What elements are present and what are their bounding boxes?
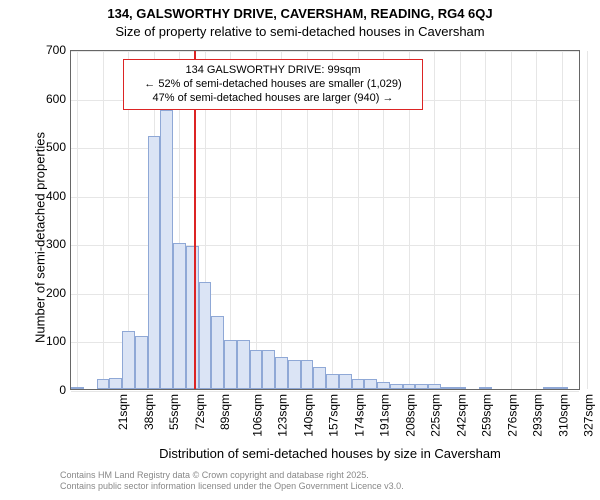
footer-line-2: Contains public sector information licen…	[60, 481, 404, 492]
x-axis-label: Distribution of semi-detached houses by …	[70, 446, 590, 461]
x-tick-label: 123sqm	[276, 394, 290, 437]
chart-title-main: 134, GALSWORTHY DRIVE, CAVERSHAM, READIN…	[0, 6, 600, 21]
histogram-bar	[364, 379, 377, 389]
grid-line-v	[562, 51, 563, 389]
histogram-bar	[326, 374, 339, 389]
histogram-bar	[97, 379, 110, 389]
y-tick-label: 500	[32, 140, 66, 154]
histogram-bar	[479, 387, 492, 389]
annotation-line-3: 47% of semi-detached houses are larger (…	[132, 92, 414, 106]
x-tick-label: 38sqm	[142, 394, 156, 430]
histogram-bar	[301, 360, 314, 389]
grid-line-h	[71, 391, 579, 392]
x-tick-label: 106sqm	[251, 394, 265, 437]
grid-line-v	[511, 51, 512, 389]
histogram-bar	[211, 316, 224, 389]
histogram-bar	[186, 246, 199, 389]
grid-line-v	[485, 51, 486, 389]
histogram-bar	[109, 378, 122, 389]
y-tick-label: 700	[32, 43, 66, 57]
x-tick-label: 72sqm	[193, 394, 207, 430]
histogram-bar	[71, 387, 84, 389]
y-tick-label: 600	[32, 92, 66, 106]
histogram-bar	[377, 382, 390, 389]
histogram-bar	[148, 136, 161, 389]
histogram-bar	[288, 360, 301, 389]
histogram-bar	[352, 379, 365, 389]
histogram-bar	[403, 384, 416, 389]
histogram-bar	[199, 282, 212, 389]
histogram-bar	[415, 384, 428, 389]
grid-line-v	[587, 51, 588, 389]
histogram-bar	[135, 336, 148, 389]
y-tick-label: 300	[32, 237, 66, 251]
y-tick-label: 200	[32, 286, 66, 300]
annotation-box: 134 GALSWORTHY DRIVE: 99sqm ← 52% of sem…	[123, 59, 423, 110]
x-tick-label: 276sqm	[506, 394, 520, 437]
grid-line-v	[460, 51, 461, 389]
y-tick-label: 0	[32, 383, 66, 397]
x-tick-label: 327sqm	[582, 394, 596, 437]
grid-line-v	[434, 51, 435, 389]
x-tick-label: 140sqm	[302, 394, 316, 437]
x-tick-label: 21sqm	[116, 394, 130, 430]
x-tick-label: 259sqm	[480, 394, 494, 437]
x-tick-label: 293sqm	[531, 394, 545, 437]
footer-attribution: Contains HM Land Registry data © Crown c…	[60, 470, 404, 492]
histogram-bar	[173, 243, 186, 389]
y-tick-label: 400	[32, 189, 66, 203]
histogram-bar	[543, 387, 556, 389]
x-tick-label: 174sqm	[353, 394, 367, 437]
histogram-bar	[160, 110, 173, 389]
grid-line-v	[77, 51, 78, 389]
histogram-bar	[237, 340, 250, 389]
histogram-bar	[313, 367, 326, 389]
grid-line-h	[71, 51, 579, 52]
histogram-bar	[275, 357, 288, 389]
x-tick-label: 157sqm	[327, 394, 341, 437]
chart-title-sub: Size of property relative to semi-detach…	[0, 24, 600, 39]
x-tick-label: 242sqm	[455, 394, 469, 437]
histogram-bar	[339, 374, 352, 389]
x-tick-label: 191sqm	[378, 394, 392, 437]
plot-area: 134 GALSWORTHY DRIVE: 99sqm ← 52% of sem…	[70, 50, 580, 390]
x-tick-label: 89sqm	[218, 394, 232, 430]
x-tick-label: 208sqm	[404, 394, 418, 437]
x-tick-label: 310sqm	[557, 394, 571, 437]
grid-line-v	[103, 51, 104, 389]
histogram-bar	[441, 387, 454, 389]
footer-line-1: Contains HM Land Registry data © Crown c…	[60, 470, 404, 481]
histogram-bar	[122, 331, 135, 389]
y-tick-label: 100	[32, 334, 66, 348]
histogram-bar	[556, 387, 569, 389]
x-tick-label: 55sqm	[167, 394, 181, 430]
grid-line-v	[536, 51, 537, 389]
histogram-bar	[454, 387, 467, 389]
histogram-bar	[428, 384, 441, 389]
chart-container: 134, GALSWORTHY DRIVE, CAVERSHAM, READIN…	[0, 0, 600, 500]
histogram-bar	[390, 384, 403, 389]
annotation-line-2: ← 52% of semi-detached houses are smalle…	[132, 78, 414, 92]
annotation-line-1: 134 GALSWORTHY DRIVE: 99sqm	[132, 64, 414, 78]
x-tick-label: 225sqm	[429, 394, 443, 437]
histogram-bar	[262, 350, 275, 389]
histogram-bar	[250, 350, 263, 389]
histogram-bar	[224, 340, 237, 389]
